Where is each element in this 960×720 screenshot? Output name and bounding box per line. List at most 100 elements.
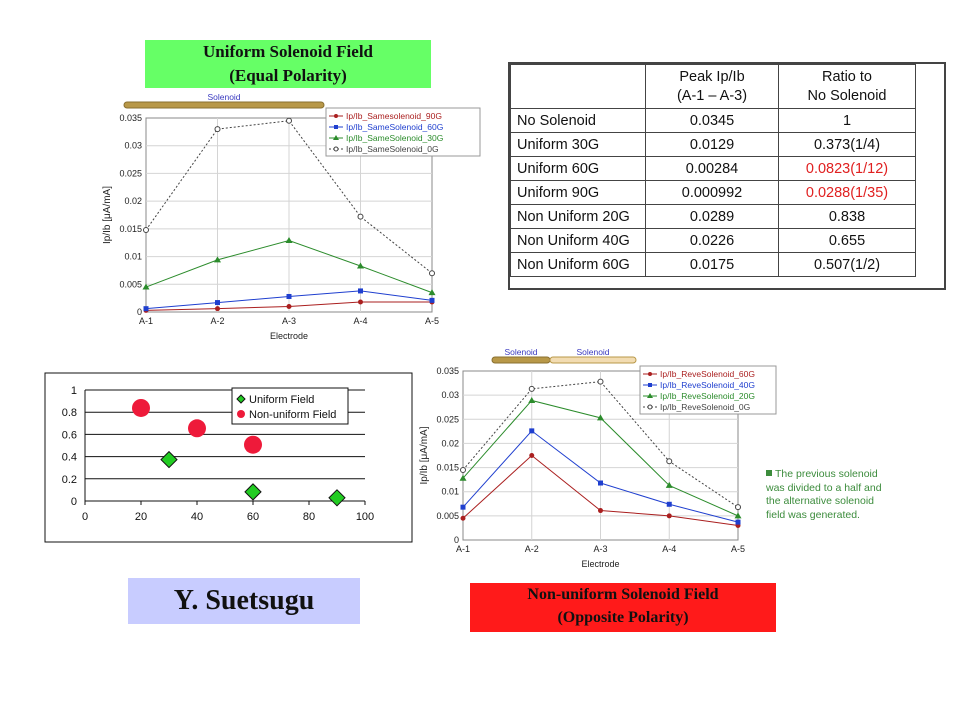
row-ratio: 0.655 <box>778 228 916 253</box>
data-point <box>215 300 220 306</box>
x-tick-label: A-1 <box>139 316 153 326</box>
data-point <box>528 385 535 392</box>
table-row: Uniform 90G 0.000992 0.0288(1/35) <box>510 180 916 205</box>
y-tick-label: 0.005 <box>119 279 142 289</box>
x-tick-label: 0 <box>82 511 88 523</box>
legend-box <box>231 387 349 425</box>
table-row: No Solenoid 0.0345 1 <box>510 108 916 133</box>
x-tick-label: A-2 <box>210 316 224 326</box>
y-tick-label: 0.01 <box>441 487 459 497</box>
author-name: Y. Suetsugu <box>128 578 360 624</box>
data-point <box>215 306 220 312</box>
x-tick-label: 100 <box>356 511 374 523</box>
data-point <box>429 270 435 277</box>
peak-ratio-table: Peak Ip/Ib (A-1 – A-3) Ratio to No Solen… <box>510 64 916 277</box>
data-point <box>214 256 221 263</box>
data-point <box>286 303 292 309</box>
header-ratio-label: Ratio to <box>822 68 872 85</box>
banner-subtitle: (Opposite Polarity) <box>557 609 689 626</box>
note-text: The previous solenoid was divided to a h… <box>766 468 882 521</box>
solenoid-bar <box>491 356 551 364</box>
y-tick-label: 0.03 <box>441 390 459 400</box>
x-axis-label: Electrode <box>270 331 308 341</box>
legend-marker <box>647 393 653 398</box>
data-point <box>429 297 435 303</box>
uniform-field-banner: Uniform Solenoid Field (Equal Polarity) <box>145 40 431 88</box>
y-tick-label: 0.02 <box>441 438 459 448</box>
solenoid-label: Solenoid <box>207 92 240 102</box>
x-tick-label: A-5 <box>425 316 439 326</box>
data-point <box>244 435 262 454</box>
row-peak: 0.0175 <box>645 252 779 277</box>
data-point <box>460 504 466 510</box>
row-ratio: 0.0823(1/12) <box>778 156 916 181</box>
legend-label: Ip/Ib_ReveSolenoid_40G <box>660 380 755 390</box>
y-tick-label: 0.4 <box>62 452 77 464</box>
y-axis-label: Ip/Ib [μA/mA] <box>419 426 430 484</box>
data-point <box>428 289 436 296</box>
data-point <box>188 419 206 438</box>
y-tick-label: 1 <box>71 385 77 397</box>
y-tick-label: 0 <box>137 307 142 317</box>
x-tick-label: 60 <box>247 511 259 523</box>
y-tick-label: 0.8 <box>62 407 77 419</box>
data-point <box>460 466 466 473</box>
y-tick-label: 0.015 <box>436 463 459 473</box>
legend-marker <box>333 135 339 140</box>
data-point <box>529 428 535 434</box>
data-point <box>666 458 673 465</box>
data-point <box>160 450 178 469</box>
banner-title: Non-uniform Solenoid Field <box>527 586 719 603</box>
legend-label: Ip/Ib_ReveSolenoid_0G <box>660 402 750 412</box>
data-point <box>143 306 149 312</box>
row-ratio: 0.373(1/4) <box>778 132 916 157</box>
data-point <box>286 117 292 124</box>
data-point <box>357 262 364 269</box>
data-point <box>598 508 603 514</box>
legend-label: Ip/Ib_Samesolenoid_90G <box>346 111 442 121</box>
y-tick-label: 0.025 <box>436 414 459 424</box>
x-tick-label: A-1 <box>456 544 470 554</box>
y-tick-label: 0.03 <box>124 141 142 151</box>
y-tick-label: 0.025 <box>119 168 142 178</box>
note-bullet-icon <box>766 470 772 476</box>
data-point <box>529 453 535 458</box>
legend-marker <box>237 410 245 418</box>
y-tick-label: 0.6 <box>62 429 77 441</box>
legend-marker <box>648 383 652 387</box>
header-peak-range: (A-1 – A-3) <box>676 87 748 104</box>
header-cell-peak: Peak Ip/Ib (A-1 – A-3) <box>645 64 779 109</box>
data-point <box>358 288 363 294</box>
x-tick-label: A-4 <box>353 316 367 326</box>
data-point <box>286 293 292 299</box>
legend-marker <box>334 125 338 129</box>
row-label: Non Uniform 40G <box>510 228 646 253</box>
row-ratio: 0.0288(1/35) <box>778 180 916 205</box>
table-row: Non Uniform 20G 0.0289 0.838 <box>510 204 916 229</box>
row-peak: 0.00284 <box>645 156 779 181</box>
row-ratio: 0.507(1/2) <box>778 252 916 277</box>
table-header-row: Peak Ip/Ib (A-1 – A-3) Ratio to No Solen… <box>510 64 916 109</box>
chart-frame <box>44 372 413 543</box>
legend-label: Non-uniform Field <box>249 409 336 421</box>
legend-marker <box>333 146 339 152</box>
legend-marker <box>236 394 246 404</box>
data-point <box>460 515 466 521</box>
series-line <box>145 120 433 274</box>
x-tick-label: 40 <box>191 511 203 523</box>
table-row: Uniform 60G 0.00284 0.0823(1/12) <box>510 156 916 181</box>
legend-label: Ip/Ib_SameSolenoid_30G <box>346 133 443 143</box>
y-tick-label: 0.005 <box>436 511 459 521</box>
solenoid-label: Solenoid <box>504 347 537 357</box>
y-tick-label: 0.035 <box>119 113 142 123</box>
data-point <box>143 226 149 233</box>
legend-box <box>325 107 481 157</box>
peak-ratio-scatter: 0 0.2 0.4 0.6 0.8 1 0 20 40 60 80 100 Uniform Field N… <box>44 372 413 543</box>
x-tick-label: A-3 <box>593 544 607 554</box>
x-tick-label: 20 <box>135 511 147 523</box>
header-ratio-sub: No Solenoid <box>807 87 887 104</box>
solenoid-label: Solenoid <box>576 347 609 357</box>
y-axis-label: Ip/Ib [μA/mA] <box>102 186 113 244</box>
x-tick-label: A-5 <box>731 544 745 554</box>
